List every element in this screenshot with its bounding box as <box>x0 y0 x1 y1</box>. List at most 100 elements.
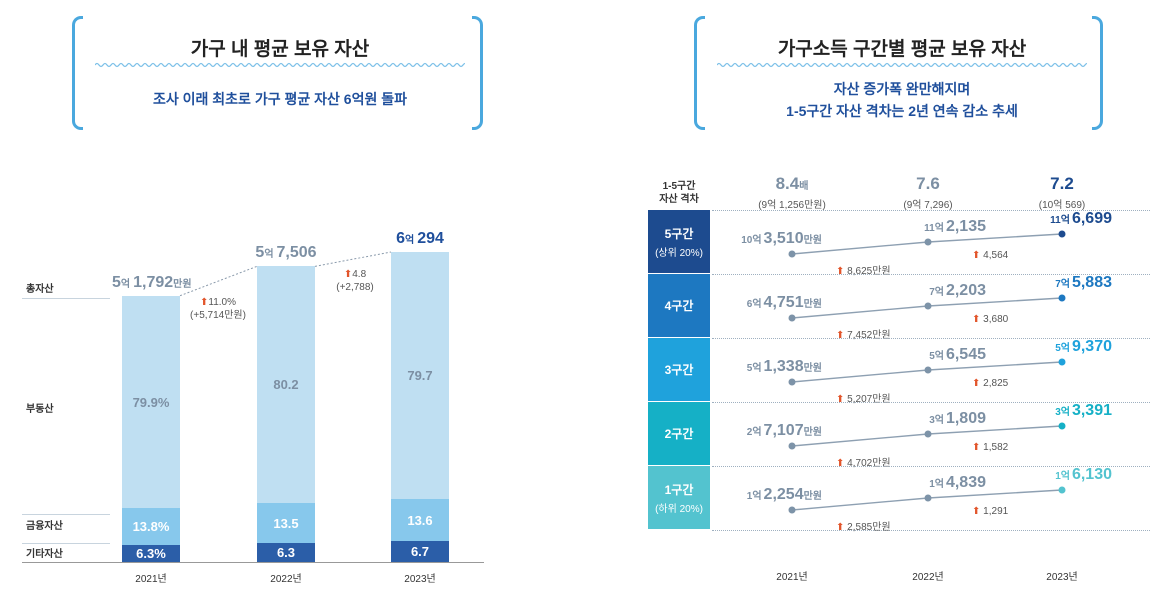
value-label-5구간-0: 10억 3,510만원 <box>712 230 822 248</box>
total-delta-1: ⬆4.8 (+2,788) <box>320 268 390 294</box>
row-separator-2 <box>22 543 110 544</box>
point-4구간-2 <box>1058 294 1066 302</box>
total-eok-unit-0: 억 <box>120 278 131 290</box>
bar-label-기타자산-1: 6.3 <box>276 545 296 561</box>
up-arrow-icon: ⬆ <box>972 314 984 325</box>
total-connector-lines <box>179 251 392 297</box>
gap-header-line2: 자산 격차 <box>659 194 699 205</box>
gap-ratio-value-0: 8.4 <box>775 174 800 193</box>
gap-ratio-1: 7.6 (9억 7,296) <box>868 174 988 211</box>
band-name-0: 5구간 <box>664 226 694 241</box>
gap-detail-1: (9억 7,296) <box>903 200 953 211</box>
value-man-1-0: 4,751 <box>763 294 804 311</box>
delta-2구간-1: ⬆ 1,582 <box>972 442 1008 453</box>
gap-ratio-value-1: 7.6 <box>916 174 940 193</box>
delta-3구간-0: ⬆ 5,207만원 <box>836 390 891 405</box>
value-unit-4-0: 만원 <box>803 491 822 502</box>
up-arrow-icon: ⬆ <box>972 506 984 517</box>
value-eok-unit-0-2: 억 <box>1060 215 1070 226</box>
value-eok-unit-3-1: 억 <box>934 415 944 426</box>
gap-detail-0: (9억 1,256만원) <box>758 200 826 211</box>
up-arrow-icon: ⬆ <box>972 378 984 389</box>
value-eok-1-1: 7 <box>929 287 935 298</box>
value-label-1구간-0: 1억 2,254만원 <box>712 486 822 504</box>
delta-text-3-1: 1,582 <box>983 442 1009 453</box>
gap-ratio-unit-0: 배 <box>799 181 809 192</box>
delta-text-3-0: 4,702만원 <box>847 458 891 469</box>
baseline <box>22 562 484 563</box>
value-label-4구간-1: 7억 2,203 <box>876 282 986 300</box>
total-connector-1 <box>314 251 392 267</box>
value-eok-unit-4-1: 억 <box>934 479 944 490</box>
left-bracket <box>72 16 83 130</box>
value-unit-1-0: 만원 <box>803 299 822 310</box>
point-5구간-2 <box>1058 230 1066 238</box>
point-1구간-0 <box>788 506 796 514</box>
right-panel-right-bracket <box>1092 16 1103 130</box>
total-delta-abs-1: (+2,788) <box>336 282 374 293</box>
value-eok-unit-2-1: 억 <box>934 351 944 362</box>
value-man-0-2: 6,699 <box>1071 210 1112 227</box>
gap-detail-2: (10억 569) <box>1038 200 1086 211</box>
bar-기타자산-1: 6.3 <box>257 543 315 562</box>
value-label-2구간-1: 3억 1,809 <box>876 410 986 428</box>
point-5구간-1 <box>924 238 932 246</box>
total-man-1: 7,506 <box>276 244 317 262</box>
bar-금융자산-0: 13.8% <box>122 508 180 546</box>
year-label-1: 2022년 <box>270 574 302 585</box>
value-man-3-0: 7,107 <box>763 422 804 439</box>
value-man-0-0: 3,510 <box>763 230 804 247</box>
gap-ratio-0: 8.4배 (9억 1,256만원) <box>732 174 852 211</box>
band-separator-4 <box>712 466 1150 467</box>
band-name-1: 4구간 <box>664 299 694 313</box>
value-eok-unit-3-2: 억 <box>1060 407 1070 418</box>
total-man-0: 1,792 <box>133 273 174 291</box>
delta-4구간-1: ⬆ 3,680 <box>972 314 1008 325</box>
point-5구간-0 <box>788 250 796 258</box>
row-separator-0 <box>22 298 110 299</box>
quintile-year-label-1: 2022년 <box>912 572 944 583</box>
value-eok-4-0: 1 <box>746 491 753 502</box>
right-wave-divider <box>717 62 1087 68</box>
value-eok-0-0: 10 <box>741 235 753 246</box>
total-eok-unit-1: 억 <box>264 249 274 261</box>
value-eok-unit-3-0: 억 <box>752 427 762 438</box>
up-arrow-icon: ⬆ <box>343 269 353 280</box>
row-label-3: 기타자산 <box>26 549 63 560</box>
value-man-2-0: 1,338 <box>763 358 804 375</box>
value-eok-3-2: 3 <box>1055 407 1061 418</box>
delta-4구간-0: ⬆ 7,452만원 <box>836 326 891 341</box>
value-eok-2-2: 5 <box>1055 343 1061 354</box>
asset-composition-stacked-bar-chart: 총자산 부동산 금융자산 기타자산 6.3% 13.8% 79.9% 5억 1,792만원 202… <box>0 0 490 606</box>
band-separator-bottom <box>712 530 1150 531</box>
year-label-0: 2021년 <box>135 574 167 585</box>
total-delta-pct-row-0: ⬆11.0% <box>183 296 253 309</box>
value-label-2구간-0: 2억 7,107만원 <box>712 422 822 440</box>
bar-label-금융자산-0: 13.8% <box>132 519 170 535</box>
value-eok-unit-4-2: 억 <box>1060 471 1070 482</box>
value-eok-unit-0-0: 억 <box>752 235 762 246</box>
row-separator-1 <box>22 514 110 515</box>
gap-ratio-2: 7.2 (10억 569) <box>1002 174 1122 211</box>
band-sub-0: (상위 20%) <box>655 247 703 259</box>
value-man-1-1: 2,203 <box>945 282 986 299</box>
value-man-1-2: 5,883 <box>1071 274 1112 291</box>
delta-5구간-1: ⬆ 4,564 <box>972 250 1008 261</box>
up-arrow-icon: ⬆ <box>836 266 848 277</box>
value-label-1구간-2: 1억 6,130 <box>1012 466 1112 484</box>
value-eok-unit-1-0: 억 <box>752 299 762 310</box>
delta-1구간-1: ⬆ 1,291 <box>972 506 1008 517</box>
point-3구간-2 <box>1058 358 1066 366</box>
value-man-4-2: 6,130 <box>1071 466 1112 483</box>
value-man-2-1: 6,545 <box>945 346 986 363</box>
up-arrow-icon: ⬆ <box>199 297 209 308</box>
up-arrow-icon: ⬆ <box>836 394 848 405</box>
left-panel-title: 가구 내 평균 보유 자산 <box>190 39 370 60</box>
bar-label-금융자산-2: 13.6 <box>407 512 433 528</box>
bar-기타자산-0: 6.3% <box>122 545 180 562</box>
value-eok-1-2: 7 <box>1055 279 1061 290</box>
delta-5구간-0: ⬆ 8,625만원 <box>836 262 891 277</box>
value-label-4구간-0: 6억 4,751만원 <box>712 294 822 312</box>
total-eok-1: 5 <box>255 244 265 262</box>
